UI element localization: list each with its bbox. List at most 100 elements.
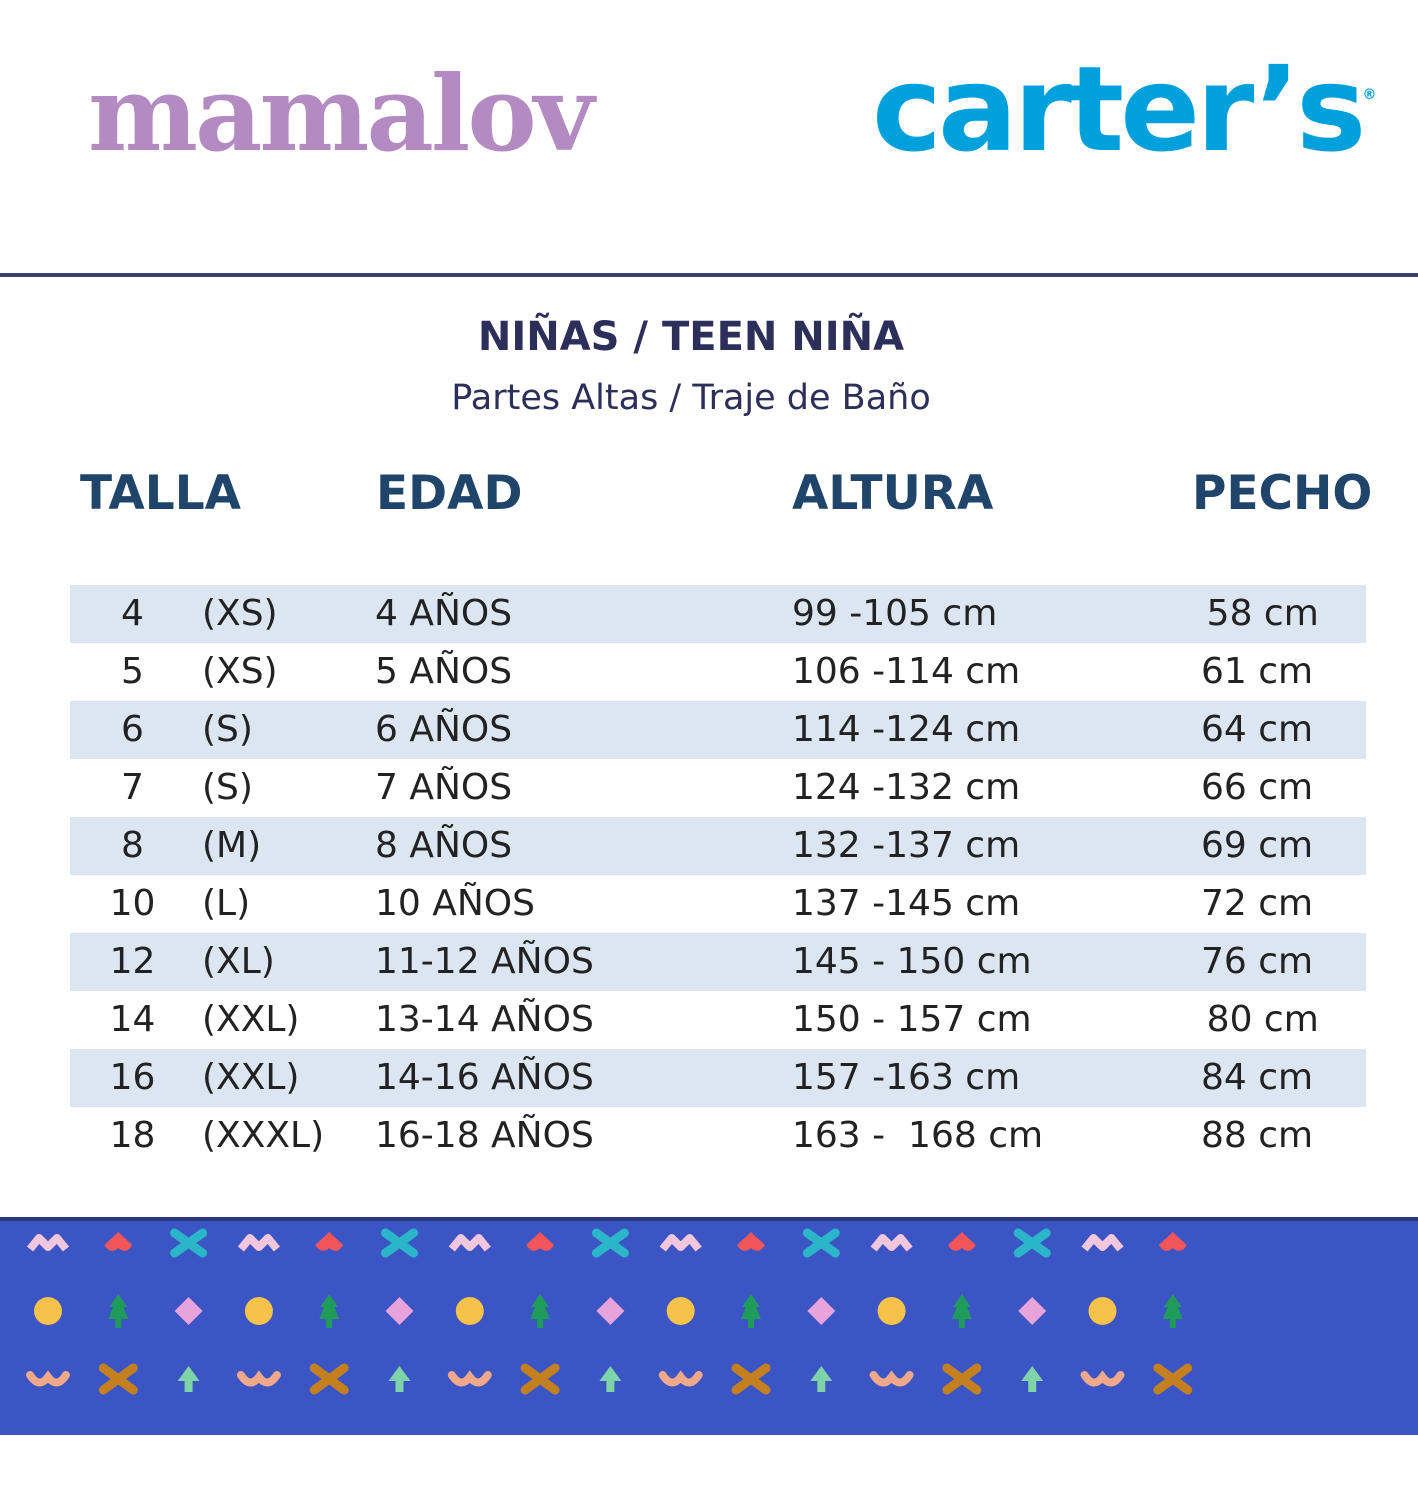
cross-shape (802, 1228, 840, 1258)
chevron-shape (870, 1234, 913, 1252)
diamond-shape (385, 1297, 414, 1325)
heart-shape (526, 1232, 555, 1251)
talla-number: 6 (121, 709, 144, 750)
table-row: 5 (XS) 5 AÑOS 106 -114 cm 61 cm (70, 643, 1366, 701)
bow-shape (309, 1363, 349, 1395)
chevron-shape (237, 1234, 280, 1252)
flower-shape (666, 1297, 695, 1325)
talla-letter: (L) (202, 883, 251, 924)
altura-cell: 150 - 157 cm (792, 999, 1032, 1040)
flower-shape (244, 1297, 273, 1325)
talla-number: 10 (109, 883, 156, 924)
diamond-shape (1018, 1297, 1047, 1325)
talla-letter: (S) (202, 709, 253, 750)
talla-number: 12 (109, 941, 156, 982)
talla-letter: (XL) (202, 941, 275, 982)
carters-logo-text: carter’s (872, 40, 1366, 178)
pecho-cell: 58 cm (1195, 593, 1319, 634)
chevron-shape (448, 1234, 491, 1252)
sprout-shape (810, 1366, 833, 1392)
column-header-pecho: PECHO (1192, 466, 1373, 521)
edad-cell: 5 AÑOS (375, 651, 513, 692)
edad-cell: 13-14 AÑOS (375, 999, 594, 1040)
table-row: 8 (M) 8 AÑOS 132 -137 cm 69 cm (70, 817, 1366, 875)
diamond-shape (174, 1297, 203, 1325)
flower-shape (877, 1297, 906, 1325)
heart-shape (104, 1232, 133, 1251)
diamond-shape (596, 1297, 625, 1325)
column-header-edad: EDAD (376, 466, 523, 521)
altura-cell: 114 -124 cm (792, 709, 1021, 750)
edad-cell: 14-16 AÑOS (375, 1057, 594, 1098)
heart-shape (1158, 1232, 1187, 1251)
table-row: 7 (S) 7 AÑOS 124 -132 cm 66 cm (70, 759, 1366, 817)
tree-shape (1162, 1294, 1183, 1328)
wave-shape (869, 1370, 914, 1387)
cross-shape (1013, 1228, 1051, 1258)
wave-shape (26, 1370, 70, 1387)
talla-letter: (XXXL) (202, 1115, 325, 1156)
altura-cell: 106 -114 cm (792, 651, 1021, 692)
heart-shape (315, 1232, 344, 1251)
altura-cell: 157 -163 cm (792, 1057, 1021, 1098)
tree-shape (108, 1294, 129, 1328)
heart-shape (737, 1232, 765, 1251)
sprout-shape (177, 1366, 200, 1392)
bow-shape (98, 1363, 138, 1395)
altura-cell: 132 -137 cm (792, 825, 1021, 866)
carters-logo: carter’s® (872, 50, 1376, 168)
wave-shape (447, 1370, 492, 1387)
chevron-shape (659, 1234, 702, 1252)
talla-number: 16 (109, 1057, 156, 1098)
edad-cell: 4 AÑOS (375, 593, 513, 634)
flower-shape (34, 1297, 62, 1325)
decorative-pattern (26, 1228, 1193, 1395)
talla-number: 14 (109, 999, 156, 1040)
talla-letter: (XXL) (202, 1057, 300, 1098)
pattern-band (0, 1217, 1418, 1435)
talla-letter: (XS) (202, 593, 278, 634)
bow-shape (1153, 1363, 1193, 1395)
page-subtitle: Partes Altas / Traje de Baño (451, 378, 931, 418)
wave-shape (236, 1370, 281, 1387)
mamalov-logo: mamalov (88, 52, 594, 175)
talla-number: 5 (121, 651, 144, 692)
column-header-altura: ALTURA (792, 466, 994, 521)
altura-cell: 99 -105 cm (792, 593, 998, 634)
edad-cell: 16-18 AÑOS (375, 1115, 594, 1156)
edad-cell: 11-12 AÑOS (375, 941, 594, 982)
flower-shape (1088, 1297, 1117, 1325)
pecho-cell: 66 cm (1200, 767, 1314, 808)
edad-cell: 7 AÑOS (375, 767, 513, 808)
edad-cell: 6 AÑOS (375, 709, 513, 750)
page-title: NIÑAS / TEEN NIÑA (477, 314, 905, 360)
altura-cell: 137 -145 cm (792, 883, 1021, 924)
pecho-cell: 72 cm (1200, 883, 1314, 924)
registered-mark: ® (1362, 87, 1377, 103)
talla-number: 8 (121, 825, 144, 866)
flower-shape (455, 1297, 484, 1325)
wave-shape (658, 1370, 703, 1387)
altura-cell: 124 -132 cm (792, 767, 1021, 808)
table-row: 16 (XXL) 14-16 AÑOS 157 -163 cm 84 cm (70, 1049, 1366, 1107)
size-table: 4 (XS) 4 AÑOS 99 -105 cm 58 cm 5 (XS) 5 AÑOS 10… (70, 585, 1366, 1165)
bow-shape (520, 1363, 560, 1395)
talla-number: 18 (109, 1115, 156, 1156)
pecho-cell: 69 cm (1200, 825, 1314, 866)
bow-shape (942, 1363, 982, 1395)
header-divider (0, 273, 1418, 277)
cross-shape (170, 1228, 208, 1258)
altura-cell: 163 - 168 cm (792, 1115, 1044, 1156)
pecho-cell: 80 cm (1195, 999, 1319, 1040)
sprout-shape (1021, 1366, 1044, 1392)
altura-cell: 145 - 150 cm (792, 941, 1032, 982)
talla-letter: (XS) (202, 651, 278, 692)
sprout-shape (388, 1366, 411, 1392)
wave-shape (1080, 1370, 1125, 1387)
pecho-cell: 61 cm (1200, 651, 1314, 692)
talla-letter: (M) (202, 825, 262, 866)
cross-shape (381, 1228, 418, 1258)
diamond-shape (807, 1297, 836, 1325)
table-row: 12 (XL) 11-12 AÑOS 145 - 150 cm 76 cm (70, 933, 1366, 991)
tree-shape (319, 1294, 340, 1328)
